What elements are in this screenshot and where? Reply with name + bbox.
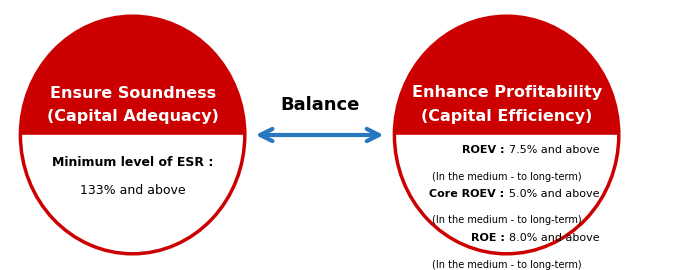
Text: ROE :: ROE : bbox=[471, 233, 505, 243]
Text: (Capital Efficiency): (Capital Efficiency) bbox=[421, 110, 592, 124]
Bar bbox=[10, 135, 255, 259]
Text: 8.0% and above: 8.0% and above bbox=[509, 233, 599, 243]
Text: 7.5% and above: 7.5% and above bbox=[509, 145, 599, 155]
Text: (In the medium - to long-term): (In the medium - to long-term) bbox=[432, 171, 581, 181]
Text: 5.0% and above: 5.0% and above bbox=[509, 189, 599, 199]
Text: ROEV :: ROEV : bbox=[462, 145, 505, 155]
Ellipse shape bbox=[394, 16, 619, 254]
Text: Enhance Profitability: Enhance Profitability bbox=[411, 86, 602, 100]
Ellipse shape bbox=[20, 16, 245, 254]
Text: (In the medium - to long-term): (In the medium - to long-term) bbox=[432, 259, 581, 269]
Bar bbox=[384, 135, 629, 259]
Text: 133% and above: 133% and above bbox=[80, 184, 186, 197]
Text: Core ROEV :: Core ROEV : bbox=[430, 189, 505, 199]
Ellipse shape bbox=[394, 16, 619, 254]
Ellipse shape bbox=[20, 16, 245, 254]
Text: Ensure Soundness: Ensure Soundness bbox=[50, 86, 216, 100]
Text: Balance: Balance bbox=[280, 96, 359, 114]
Text: Minimum level of ESR :: Minimum level of ESR : bbox=[52, 157, 214, 170]
Text: (Capital Adequacy): (Capital Adequacy) bbox=[47, 110, 218, 124]
Text: (In the medium - to long-term): (In the medium - to long-term) bbox=[432, 215, 581, 225]
